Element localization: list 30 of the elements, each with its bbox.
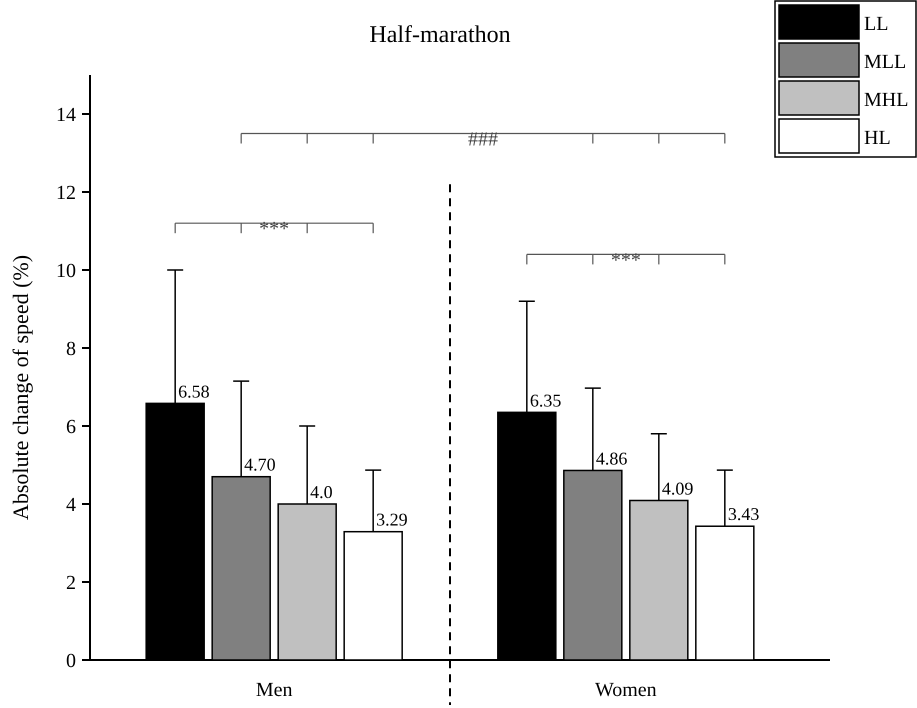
x-tick-label: Women [594,679,657,701]
data-label: 4.70 [244,454,276,475]
x-tick-label: Men [256,679,293,701]
annotation: *** [610,249,641,272]
significance-bracket: ### [240,128,726,150]
data-label: 4.09 [662,478,694,498]
y-tick-label: 6 [66,416,76,438]
significance-bracket: *** [526,249,726,272]
y-tick-label: 4 [66,494,76,516]
data-label: 6.35 [530,390,562,410]
legend-label: MHL [864,89,908,111]
annotation: ### [468,128,498,150]
data-label: 4.86 [596,448,628,468]
y-tick-label: 14 [56,104,76,126]
significance-bracket: *** [174,218,374,240]
legend-label: MLL [864,51,906,73]
data-label: 4.0 [310,482,333,502]
y-tick-label: 12 [56,182,76,204]
y-tick-label: 0 [66,650,76,672]
legend-label: LL [864,13,888,35]
y-tick-label: 2 [66,572,76,594]
data-label: 6.58 [178,381,210,402]
chart-title: Half-marathon [369,22,511,48]
legend-label: HL [864,127,891,149]
y-tick-label: 8 [66,338,76,360]
annotation: *** [259,218,290,240]
data-label: 3.43 [728,504,760,524]
y-tick-label: 10 [56,260,76,282]
data-label: 3.29 [376,510,408,530]
y-axis-title: Absolute change of speed (%) [8,254,33,520]
